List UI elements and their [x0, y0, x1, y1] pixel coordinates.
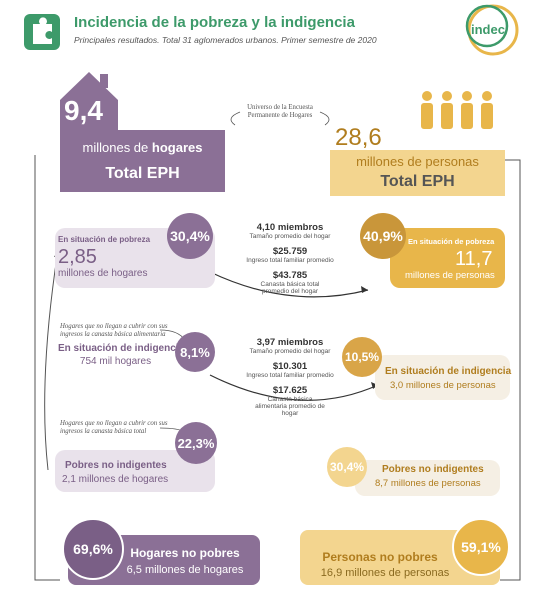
hogares-total-label: Total EPH: [105, 165, 180, 182]
label: Personas no pobres: [322, 550, 438, 564]
stat-label: Tamaño promedio del hogar: [249, 348, 331, 355]
stat-label: Canasta básica total promedio del hogar: [260, 281, 320, 295]
stat-label: Ingreso total familiar promedio: [246, 257, 334, 264]
stat-value: $43.785: [272, 270, 308, 281]
note: Hogares que no llegan a cubrir con sus i…: [60, 323, 168, 338]
pct: 10,5%: [342, 337, 382, 377]
pct: 40,9%: [360, 213, 406, 259]
stat-value: $10.301: [272, 361, 308, 372]
subtitle: Principales resultados. Total 31 aglomer…: [74, 35, 377, 45]
stats: 4,10 miembros Tamaño promedio del hogar …: [235, 222, 345, 295]
unit: millones de: [82, 140, 149, 155]
label: Hogares no pobres: [130, 546, 240, 560]
stat-value: 4,10 miembros: [256, 222, 324, 233]
label: Pobres no indigentes: [382, 464, 484, 475]
pct: 8,1%: [175, 332, 215, 372]
logo: indec: [471, 22, 505, 37]
stat-label: Tamaño promedio del hogar: [249, 233, 331, 240]
unit: millones de hogares: [58, 268, 148, 279]
value: 11,7: [455, 248, 493, 270]
stat-value: $17.625: [272, 385, 308, 396]
unit: 2,1 millones de hogares: [62, 474, 169, 485]
label: Pobres no indigentes: [65, 460, 167, 471]
stat-value: $25.759: [272, 246, 308, 257]
stats: 3,97 miembros Tamaño promedio del hogar …: [235, 337, 345, 417]
stat-label: Ingreso total familiar promedio: [246, 372, 334, 379]
note: Hogares que no llegan a cubrir con sus i…: [60, 420, 168, 435]
pct: 59,1%: [452, 518, 510, 576]
unit: millones de personas: [405, 270, 495, 281]
unit: 754 mil hogares: [79, 356, 152, 367]
value: 2,85: [58, 246, 97, 268]
stat-label: Canasta básica alimentaria promedio de h…: [255, 396, 325, 417]
label: En situación de pobreza: [58, 235, 151, 244]
universo-note: Universo de la Encuesta Permanente de Ho…: [247, 104, 313, 119]
pct: 69,6%: [62, 518, 124, 580]
unit: 3,0 millones de personas: [390, 380, 496, 391]
pct: 30,4%: [327, 447, 367, 487]
unit-bold: hogares: [151, 140, 203, 155]
personas-total-label: Total EPH: [380, 173, 455, 190]
stat-value: 3,97 miembros: [256, 337, 324, 348]
label: En situación de indigencia: [58, 343, 185, 354]
box: [355, 460, 500, 496]
hogares-total-value: 9,4: [64, 95, 103, 126]
pct: 30,4%: [167, 213, 213, 259]
title: Incidencia de la pobreza y la indigencia: [74, 14, 355, 31]
hogares-total-unit: millones de hogares: [60, 140, 225, 155]
unit: 8,7 millones de personas: [375, 478, 481, 489]
personas-total-unit: millones de personas: [356, 154, 479, 169]
unit: 6,5 millones de hogares: [126, 564, 244, 576]
box: [390, 228, 505, 288]
label: En situación de pobreza: [408, 237, 495, 246]
personas-total-value: 28,6: [335, 124, 382, 151]
unit: 16,9 millones de personas: [320, 567, 450, 579]
label: En situación de indigencia: [385, 366, 512, 377]
box: [375, 355, 510, 400]
pct: 22,3%: [175, 422, 217, 464]
